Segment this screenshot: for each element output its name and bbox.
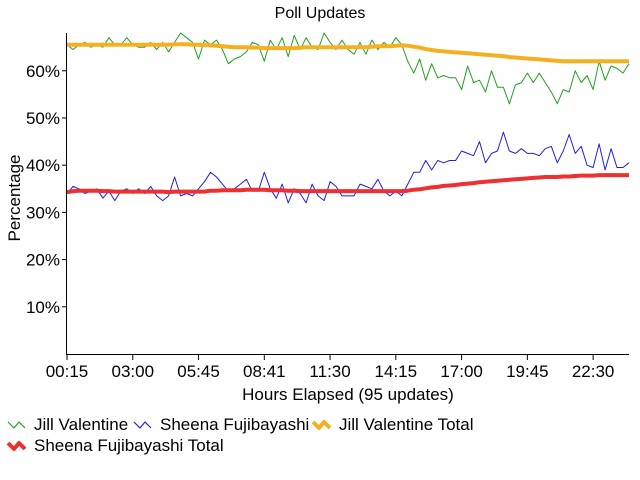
legend-swatch [6,441,27,451]
x-axis-ticks: 00:15 03:00 05:45 08:41 11:30 14:15 17:00 19:45… [46,354,615,381]
x-tick-label: 11:30 [309,362,350,381]
legend-swatch [311,420,332,430]
series-line-2 [67,42,629,64]
chart-legend: Jill Valentine Sheena Fujibayashi Jill Val… [6,415,474,455]
x-tick-label: 17:00 [440,362,483,381]
y-axis-ticks: 10% 20% 30% 40% 50% 60% [26,62,67,317]
y-tick-label: 20% [26,251,60,270]
series-line-3 [66,173,629,195]
x-tick-label: 19:45 [506,362,549,381]
plot-area [66,32,630,204]
legend-label: Sheena Fujibayashi Total [34,436,224,455]
y-tick-label: 60% [26,62,60,81]
x-tick-label: 00:15 [46,362,89,381]
legend-swatch [133,421,152,429]
legend-label: Sheena Fujibayashi [160,415,309,434]
legend-label: Jill Valentine Total [339,415,474,434]
x-tick-label: 14:15 [375,362,418,381]
y-tick-label: 10% [26,298,60,317]
chart-title: Poll Updates [275,5,366,22]
x-tick-label: 05:45 [177,362,220,381]
legend-swatch [7,421,26,429]
series-line-1 [66,131,630,204]
x-axis-title: Hours Elapsed (95 updates) [242,385,454,404]
y-tick-label: 30% [26,203,60,222]
y-tick-label: 50% [26,109,60,128]
legend-label: Jill Valentine [34,415,128,434]
x-tick-label: 03:00 [111,362,154,381]
x-tick-label: 22:30 [572,362,615,381]
x-tick-label: 08:41 [243,362,286,381]
y-axis-title: Percentage [5,155,24,242]
y-tick-label: 40% [26,156,60,175]
